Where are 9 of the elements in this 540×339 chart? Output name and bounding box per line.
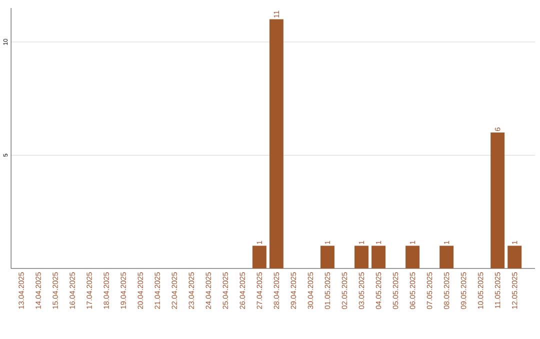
bar	[320, 246, 334, 268]
bar	[269, 19, 284, 268]
bar	[508, 246, 522, 268]
bar	[440, 246, 454, 268]
bar	[354, 246, 368, 268]
bar	[372, 246, 386, 268]
bar	[406, 246, 420, 268]
bar	[490, 132, 505, 268]
bar	[252, 246, 266, 268]
